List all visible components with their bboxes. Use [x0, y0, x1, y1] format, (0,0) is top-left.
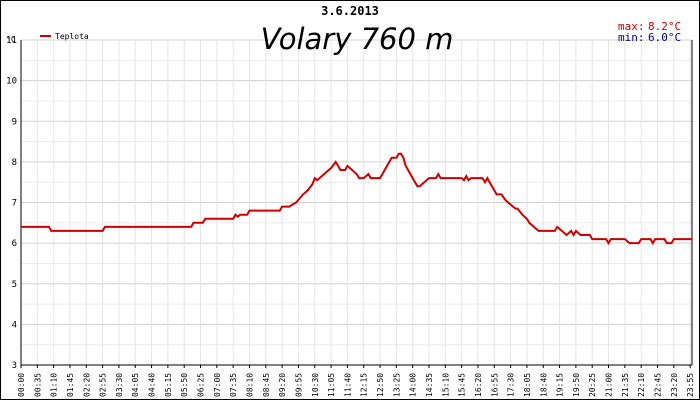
x-tick-label: 23:20: [670, 373, 679, 397]
station-title: Volary 760 m: [261, 22, 454, 56]
max-label: max:: [618, 20, 645, 33]
y-tick-label: 8: [12, 158, 17, 168]
y-tick-label: 4: [12, 320, 17, 330]
x-tick-label: 07:35: [229, 373, 238, 397]
legend: Teplota: [40, 32, 89, 41]
axes: [20, 40, 693, 366]
y-tick-label: 9: [12, 117, 17, 127]
x-tick-label: 01:45: [66, 373, 75, 397]
x-tick-label: 18:05: [523, 373, 532, 397]
x-tick-label: 08:45: [262, 373, 271, 397]
x-tick-label: 04:40: [148, 373, 157, 397]
x-tick-label: 22:45: [653, 373, 662, 397]
min-label: min:: [618, 31, 645, 44]
y-tick-label: 3: [12, 361, 17, 371]
x-tick-label: 18:40: [539, 373, 548, 397]
x-tick-label: 14:00: [409, 373, 418, 397]
y-tick-label: 7: [12, 199, 17, 209]
x-tick-label: 15:45: [458, 373, 467, 397]
x-tick-label: 15:10: [441, 373, 450, 397]
max-value: 8.2°C: [648, 20, 681, 33]
x-tick-label: 11:40: [343, 373, 352, 397]
x-tick-label: 05:50: [180, 373, 189, 397]
y-tick-label: 10: [6, 77, 17, 87]
y-tick-labels: 3 4 5 6 7 8 9 10 11: [6, 36, 17, 371]
x-tick-labels: 00:00 00:35 01:10 01:45 02:20 02:55 03:30 04:05…: [17, 365, 695, 397]
y-axis-unit: °C: [6, 35, 16, 44]
min-value: 6.0°C: [648, 31, 681, 44]
x-tick-label: 08:10: [245, 373, 254, 397]
grid: [20, 39, 692, 366]
x-tick-label: 09:20: [278, 373, 287, 397]
x-tick-label: 10:30: [311, 373, 320, 397]
x-tick-label: 22:10: [637, 373, 646, 397]
x-tick-label: 17:30: [507, 373, 516, 397]
x-tick-label: 13:25: [392, 373, 401, 397]
x-tick-label: 20:25: [588, 373, 597, 397]
x-tick-label: 21:00: [605, 373, 614, 397]
x-tick-label: 16:55: [490, 373, 499, 397]
x-tick-label: 05:15: [164, 373, 173, 397]
y-tick-label: 5: [12, 280, 17, 290]
x-tick-label: 02:20: [82, 373, 91, 397]
x-tick-label: 00:35: [33, 373, 42, 397]
x-tick-label: 12:15: [360, 373, 369, 397]
y-tick-label: 6: [12, 239, 17, 249]
x-tick-label: 09:55: [294, 373, 303, 397]
x-tick-label: 01:10: [50, 373, 59, 397]
x-tick-label: 16:20: [474, 373, 483, 397]
x-tick-label: 11:05: [327, 373, 336, 397]
stats-box: max: 8.2°C min: 6.0°C: [618, 20, 681, 44]
series-line-teplota: [21, 152, 692, 246]
x-tick-label: 07:00: [213, 373, 222, 397]
x-tick-label: 04:05: [131, 373, 140, 397]
x-tick-label: 00:00: [17, 373, 26, 397]
x-tick-label: 12:50: [376, 373, 385, 397]
x-tick-label: 03:30: [115, 373, 124, 397]
legend-label: Teplota: [55, 32, 89, 41]
chart-date-title: 3.6.2013: [321, 4, 379, 18]
x-tick-label: 06:25: [197, 373, 206, 397]
x-tick-label: 14:35: [425, 373, 434, 397]
x-tick-label: 02:55: [99, 373, 108, 397]
x-tick-label: 21:35: [621, 373, 630, 397]
x-tick-label: 19:50: [572, 373, 581, 397]
x-tick-label: 23:55: [686, 373, 695, 397]
y-tick-label: 11: [6, 36, 17, 46]
x-tick-label: 19:15: [556, 373, 565, 397]
